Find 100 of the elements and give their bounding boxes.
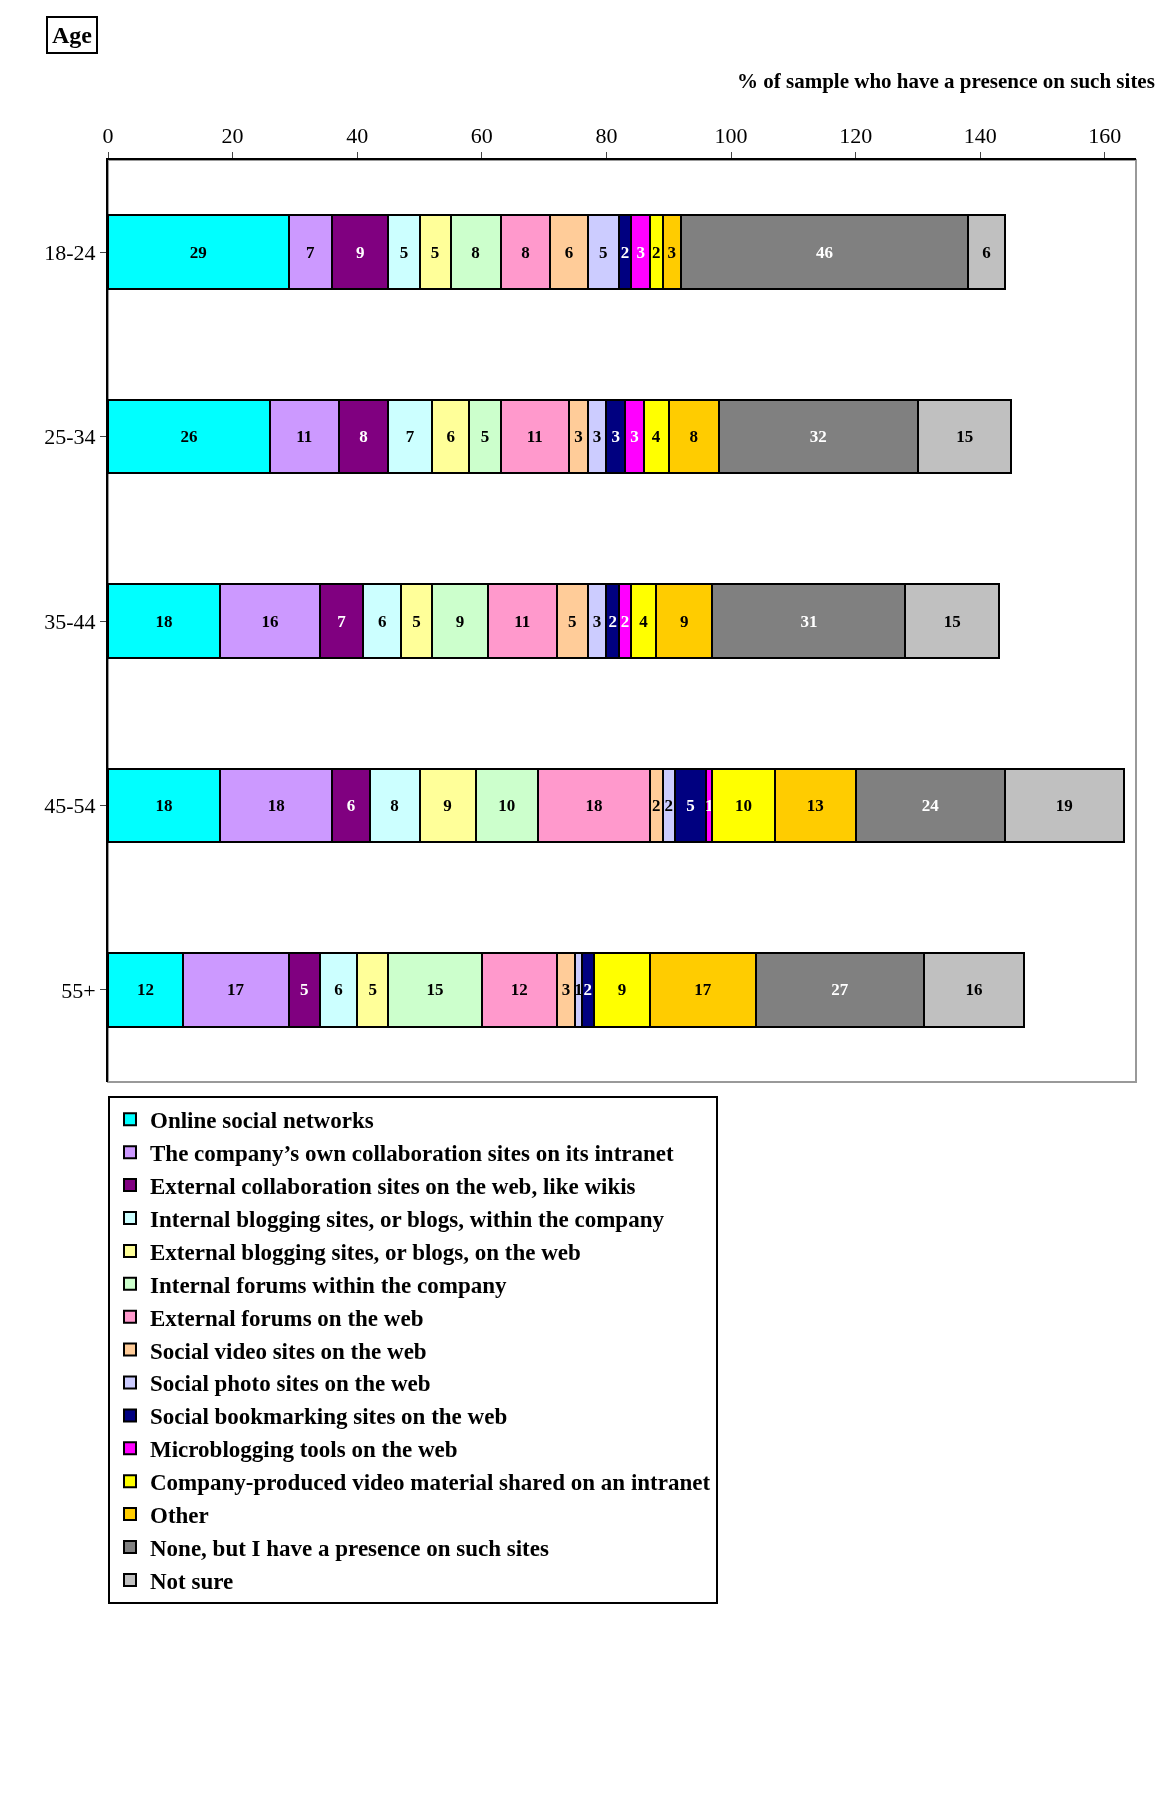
data-label: 2	[652, 795, 661, 815]
data-label: 12	[136, 980, 154, 1000]
legend-label: The company’s own collaboration sites on its intranet	[150, 1141, 675, 1167]
data-label: 13	[806, 795, 824, 815]
x-axis-title: % of sample who have a presence on such sites	[737, 69, 1155, 93]
data-label: 7	[337, 611, 347, 631]
legend-label: External forums on the web	[150, 1305, 424, 1331]
data-label: 46	[815, 242, 833, 262]
data-label: 32	[809, 427, 827, 447]
x-tick-label: 100	[714, 123, 748, 149]
data-label: 7	[305, 242, 315, 262]
data-label: 4	[639, 611, 649, 631]
data-label: 12	[510, 980, 528, 1000]
data-label: 6	[564, 242, 574, 262]
legend-label: Microblogging tools on the web	[150, 1437, 458, 1463]
x-tick-label: 20	[221, 123, 244, 149]
data-label: 11	[514, 611, 531, 631]
legend-label: Internal blogging sites, or blogs, within the company	[150, 1206, 665, 1232]
data-label: 8	[471, 242, 480, 262]
data-label: 19	[1055, 795, 1073, 815]
data-label: 8	[689, 427, 698, 447]
legend-label: External collaboration sites on the web, like wikis	[150, 1174, 636, 1200]
data-label: 5	[430, 242, 440, 262]
data-label: 2	[608, 611, 617, 631]
data-label: 6	[982, 242, 991, 262]
data-label: 8	[521, 242, 530, 262]
data-label: 11	[296, 427, 313, 447]
data-label: 3	[592, 611, 602, 631]
data-label: 24	[921, 795, 940, 815]
data-label: 1	[574, 980, 583, 1000]
data-label: 5	[399, 242, 409, 262]
legend-label: Social video sites on the web	[150, 1338, 427, 1364]
data-label: 9	[617, 980, 627, 1000]
data-label: 15	[426, 980, 444, 1000]
legend-label: Social bookmarking sites on the web	[150, 1404, 508, 1430]
legend-label: Internal forums within the company	[150, 1272, 508, 1298]
data-label: 17	[694, 980, 712, 1000]
x-tick-label: 0	[102, 123, 114, 149]
data-label: 18	[155, 795, 173, 815]
y-axis-title: Age	[52, 22, 93, 48]
data-label: 18	[585, 795, 603, 815]
legend-label: Company-produced video material shared on an intranet	[150, 1470, 711, 1496]
data-label: 6	[377, 611, 387, 631]
x-tick-label: 140	[963, 123, 997, 149]
data-label: 3	[630, 427, 639, 447]
y-tick-label: 18-24	[44, 239, 96, 265]
y-tick-label: 45-54	[44, 793, 96, 819]
data-label: 29	[189, 242, 207, 262]
data-label: 9	[356, 242, 365, 262]
data-label: 2	[620, 242, 630, 262]
y-tick-label: 55+	[61, 977, 96, 1003]
data-label: 26	[180, 427, 198, 447]
legend-label: External blogging sites, or blogs, on the web	[150, 1239, 581, 1265]
x-tick-label: 120	[839, 123, 873, 149]
data-label: 6	[334, 980, 343, 1000]
data-label: 2	[652, 242, 661, 262]
x-tick-label: 60	[470, 123, 493, 149]
data-label: 5	[412, 611, 421, 631]
data-label: 7	[405, 427, 415, 447]
data-label: 16	[965, 980, 983, 1000]
legend-label: None, but I have a presence on such sites	[150, 1535, 549, 1561]
x-tick-label: 80	[595, 123, 618, 149]
data-label: 1	[704, 795, 714, 815]
x-tick-label: 40	[346, 123, 369, 149]
legend-label: Social photo sites on the web	[150, 1371, 431, 1397]
x-tick-label: 160	[1088, 123, 1122, 149]
data-label: 5	[368, 980, 378, 1000]
data-label: 9	[443, 795, 452, 815]
data-label: 3	[592, 427, 602, 447]
data-label: 5	[686, 795, 695, 815]
data-label: 5	[480, 427, 490, 447]
data-label: 10	[734, 795, 752, 815]
legend-label: Online social networks	[150, 1108, 374, 1134]
data-label: 3	[611, 427, 621, 447]
data-label: 2	[664, 795, 673, 815]
data-label: 8	[390, 795, 399, 815]
y-tick-label: 35-44	[44, 608, 96, 634]
legend-label: Not sure	[150, 1568, 234, 1594]
data-label: 31	[800, 611, 818, 631]
data-label: 10	[498, 795, 516, 815]
data-label: 27	[831, 980, 849, 1000]
data-label: 5	[567, 611, 577, 631]
data-label: 15	[943, 611, 961, 631]
data-label: 6	[346, 795, 356, 815]
data-label: 8	[359, 427, 368, 447]
data-label: 9	[455, 611, 465, 631]
data-label: 2	[583, 980, 592, 1000]
data-label: 4	[651, 427, 661, 447]
data-label: 9	[680, 611, 689, 631]
data-label: 16	[261, 611, 279, 631]
data-label: 6	[446, 427, 455, 447]
legend-label: Other	[150, 1503, 209, 1529]
data-label: 18	[267, 795, 285, 815]
data-label: 5	[300, 980, 309, 1000]
data-label: 18	[155, 611, 173, 631]
data-label: 15	[956, 427, 974, 447]
data-label: 2	[620, 611, 630, 631]
data-label: 17	[226, 980, 245, 1000]
y-tick-label: 25-34	[44, 424, 96, 450]
data-label: 3	[636, 242, 645, 262]
